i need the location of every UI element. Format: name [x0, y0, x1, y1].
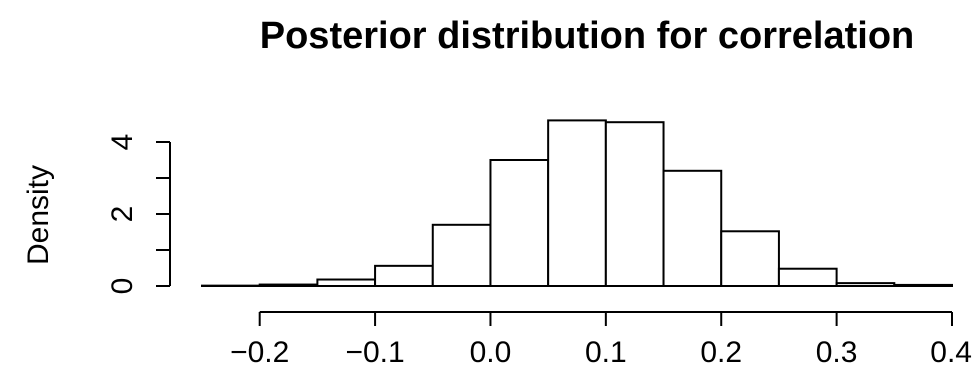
y-tick-label: 4: [106, 134, 139, 151]
histogram-bar: [258, 283, 319, 287]
x-tick-label: 0.2: [700, 336, 742, 369]
y-axis-label: Density: [22, 165, 55, 265]
histogram-bar: [777, 267, 838, 288]
x-tick-label: −0.2: [230, 336, 289, 369]
histogram-bar: [316, 278, 377, 287]
histogram-bar: [489, 159, 550, 287]
histogram-bar: [431, 223, 492, 288]
x-axis: −0.2 −0.1 0.0 0.1 0.2 0.3 0.4: [230, 311, 972, 369]
x-tick-label: 0.3: [816, 336, 858, 369]
y-tick-label: 2: [106, 206, 139, 223]
histogram-bar: [374, 264, 434, 287]
histogram-bar: [720, 230, 780, 287]
y-tick-label: 0: [106, 278, 139, 295]
histogram-bar: [662, 169, 723, 287]
x-tick-label: −0.1: [345, 336, 404, 369]
histogram-bar: [835, 282, 896, 287]
chart-title: Posterior distribution for correlation: [260, 15, 915, 57]
histogram-bar: [893, 283, 953, 288]
x-tick-label: 0.0: [470, 336, 512, 369]
histogram-bars: [201, 119, 953, 288]
histogram-bar: [604, 121, 665, 287]
x-tick-label: 0.4: [930, 336, 972, 369]
y-axis: 0 2 4: [106, 134, 171, 295]
histogram-bar: [547, 119, 607, 288]
x-tick-label: 0.1: [585, 336, 627, 369]
